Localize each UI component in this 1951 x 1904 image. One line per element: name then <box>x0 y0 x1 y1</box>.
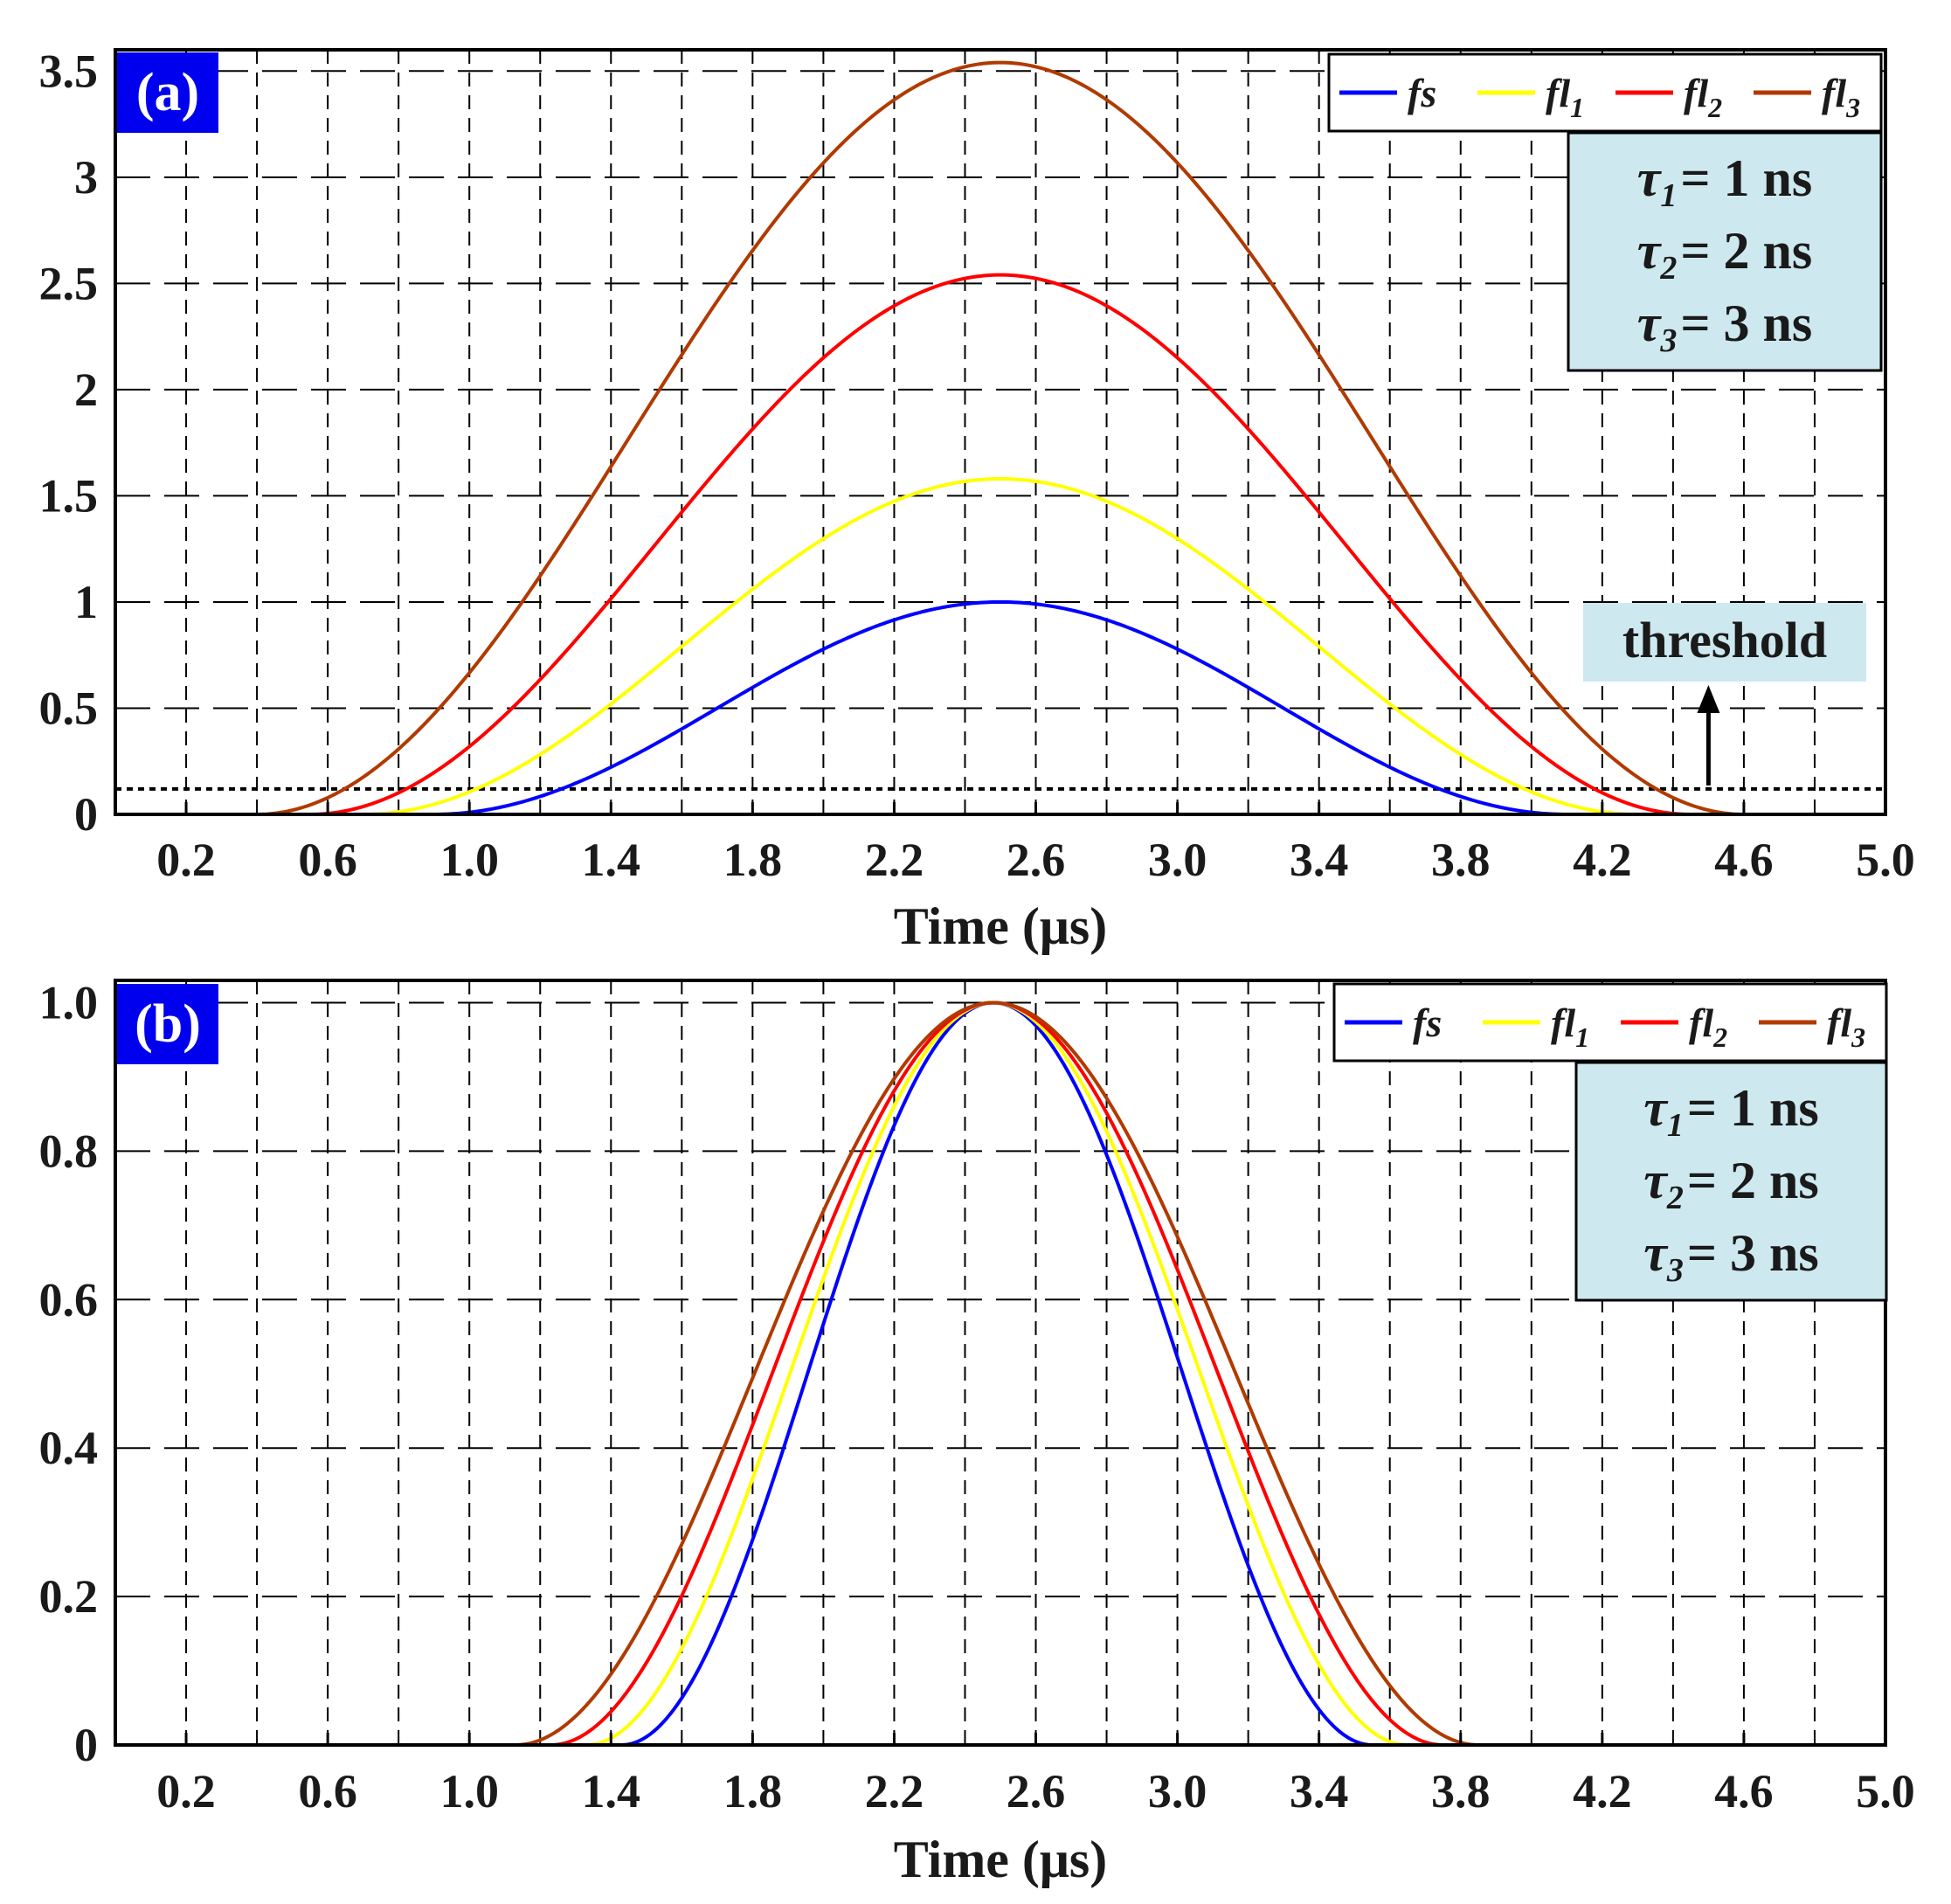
y-tick-label: 0 <box>74 788 98 841</box>
x-tick-label: 5.0 <box>1856 834 1915 886</box>
y-tick-label: 1.5 <box>39 469 99 522</box>
x-tick-label: 2.6 <box>1007 834 1066 886</box>
x-tick-label: 1.4 <box>582 834 641 886</box>
panel-label: (b) <box>135 994 201 1054</box>
legend-label-fl3: fl3 <box>1827 1000 1865 1053</box>
y-tick-label: 1 <box>74 576 98 628</box>
y-tick-label: 0.5 <box>39 682 99 734</box>
y-tick-label: 3 <box>74 151 98 204</box>
x-axis-title: Time (μs) <box>894 1831 1108 1888</box>
info-box: τ1= 1 ns τ2= 2 ns τ3= 3 ns <box>1574 1061 1888 1302</box>
x-tick-label: 4.2 <box>1573 1765 1632 1817</box>
y-tick-label: 0.2 <box>39 1570 99 1623</box>
x-tick-label: 0.2 <box>156 834 216 886</box>
panel-label-box <box>117 52 218 133</box>
x-tick-label: 5.0 <box>1856 1765 1915 1817</box>
x-tick-label: 3.0 <box>1148 834 1207 886</box>
legend-label-fl2: fl2 <box>1684 71 1722 123</box>
y-tick-label: 0.6 <box>39 1273 99 1326</box>
x-tick-label: 1.8 <box>723 834 783 886</box>
x-tick-label: 0.6 <box>298 834 357 886</box>
y-tick-label: 3.5 <box>39 45 99 97</box>
series-line-fl1 <box>115 476 1885 816</box>
axes-frame <box>114 48 1887 816</box>
threshold-label: threshold <box>1622 612 1827 668</box>
info-line-tau2: τ2= 2 ns <box>1643 1152 1819 1216</box>
legend: fs fl1 fl2 fl3 <box>1332 982 1888 1063</box>
legend-label-fs: fs <box>1413 1000 1442 1045</box>
x-tick-label: 1.0 <box>439 1765 499 1817</box>
x-axis-title: Time (μs) <box>894 897 1108 955</box>
info-line-tau1: τ1= 1 ns <box>1643 1079 1819 1144</box>
x-tick-label: 2.2 <box>865 834 924 886</box>
panel-a: 0.2 0.6 1.0 1.4 1.8 2.2 2.6 3.0 3.4 3.8 4.2 4.6 5.0 0… <box>39 45 1915 955</box>
x-tick-label: 0.2 <box>156 1765 216 1817</box>
threshold-label-box <box>1583 603 1866 682</box>
x-tick-label: 3.8 <box>1431 1765 1491 1817</box>
x-tick-label: 4.6 <box>1714 1765 1774 1817</box>
y-tick-label: 2.5 <box>39 257 99 309</box>
info-box-bg <box>1574 1061 1888 1302</box>
threshold-arrow-head <box>1697 685 1720 713</box>
y-tick-label: 0.8 <box>39 1125 99 1177</box>
info-line-tau1: τ1= 1 ns <box>1637 149 1813 214</box>
y-tick-label: 0.4 <box>39 1422 99 1474</box>
x-tick-label: 1.4 <box>582 1765 641 1817</box>
legend-label-fs: fs <box>1408 71 1436 115</box>
info-box-bg <box>1567 131 1883 372</box>
legend-label-fl1: fl1 <box>1551 1000 1589 1053</box>
info-line-tau2: τ2= 2 ns <box>1637 222 1813 287</box>
legend-label-fl3: fl3 <box>1822 71 1860 123</box>
x-tick-label: 1.8 <box>723 1765 783 1817</box>
axes-frame <box>114 979 1887 1747</box>
x-tick-label: 3.0 <box>1148 1765 1207 1817</box>
y-tick-label: 2 <box>74 363 98 416</box>
x-tick-label: 2.2 <box>865 1765 924 1817</box>
legend-label-fl1: fl1 <box>1546 71 1584 123</box>
info-line-tau3: τ3= 3 ns <box>1637 294 1813 359</box>
x-tick-label: 4.6 <box>1714 834 1774 886</box>
x-tick-label: 1.0 <box>439 834 499 886</box>
panel-label-box <box>117 984 218 1064</box>
legend: fs fl1 fl2 fl3 <box>1327 52 1883 133</box>
x-tick-label: 2.6 <box>1007 1765 1066 1817</box>
panel-label: (a) <box>136 63 199 122</box>
x-tick-label: 0.6 <box>298 1765 357 1817</box>
series-line-fl2 <box>115 273 1885 816</box>
x-tick-label: 4.2 <box>1573 834 1632 886</box>
series-line-fl3 <box>115 60 1885 816</box>
info-line-tau3: τ3= 3 ns <box>1643 1224 1819 1289</box>
x-tick-label: 3.4 <box>1290 834 1349 886</box>
y-tick-label: 1.0 <box>39 976 99 1028</box>
x-tick-label: 3.4 <box>1290 1765 1349 1817</box>
info-box: τ1= 1 ns τ2= 2 ns τ3= 3 ns <box>1567 131 1883 372</box>
x-tick-label: 3.8 <box>1431 834 1491 886</box>
panel-b: 0.2 0.6 1.0 1.4 1.8 2.2 2.6 3.0 3.4 3.8 4.2 4.6 5.0 0… <box>39 976 1915 1888</box>
legend-label-fl2: fl2 <box>1689 1000 1727 1053</box>
y-tick-label: 0 <box>74 1719 98 1771</box>
